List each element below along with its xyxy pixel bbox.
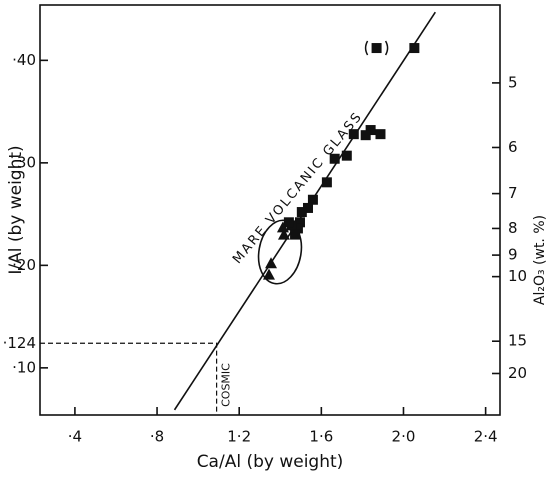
square-point — [302, 202, 313, 213]
square-point — [375, 129, 386, 140]
y2-tick-label: 8 — [508, 219, 518, 237]
square-point — [290, 229, 301, 240]
triangle-point — [265, 257, 278, 269]
y2-tick-label: 6 — [508, 138, 518, 156]
square-point — [296, 207, 307, 218]
square-point — [371, 43, 382, 54]
x-tick-label: 2·0 — [392, 428, 416, 446]
cosmic-guide — [40, 342, 218, 415]
x-tick-label: ·8 — [150, 428, 164, 446]
x-tick-label: 1·6 — [309, 428, 333, 446]
square-point — [307, 194, 318, 205]
y2-tick-label: 15 — [508, 332, 527, 350]
plot-frame — [39, 4, 501, 416]
y-tick-label: ·40 — [12, 51, 36, 69]
y2-tick-label: 20 — [508, 364, 527, 382]
square-point — [409, 43, 420, 54]
triangle-point — [262, 268, 275, 280]
square-point — [365, 125, 376, 136]
square-point — [294, 217, 305, 228]
y2-axis-label: Al₂O₃ (wt. %) — [532, 215, 548, 305]
x-tick-label: ·4 — [68, 428, 82, 446]
square-point — [360, 130, 371, 141]
y-tick-label: 30 — [17, 153, 36, 171]
square-point — [348, 129, 359, 140]
cosmic-tick-label: ·124 — [3, 334, 36, 352]
square-point — [341, 150, 352, 161]
cosmic-label: COSMIC — [220, 363, 233, 407]
y2-tick-label: 5 — [508, 73, 518, 91]
y2-tick-label: 7 — [508, 184, 518, 202]
bracket — [364, 40, 389, 56]
triangle-point — [277, 228, 290, 240]
annotation: MARE VOLCANIC GLASS — [230, 109, 366, 267]
y-tick-label: ·10 — [12, 358, 36, 376]
square-point — [321, 177, 332, 188]
y-axis-label: I/Al (by weight) — [6, 145, 26, 274]
triangle-point — [276, 221, 289, 233]
x-tick-label: 2·4 — [474, 428, 498, 446]
x-tick-label: 1·2 — [227, 428, 251, 446]
y2-tick-label: 10 — [508, 267, 527, 285]
square-point — [292, 223, 303, 234]
y2-tick-label: 9 — [508, 246, 518, 264]
x-axis-label: Ca/Al (by weight) — [197, 452, 344, 472]
y-tick-label: ·20 — [12, 256, 36, 274]
square-point — [283, 217, 294, 228]
square-point — [329, 153, 340, 164]
